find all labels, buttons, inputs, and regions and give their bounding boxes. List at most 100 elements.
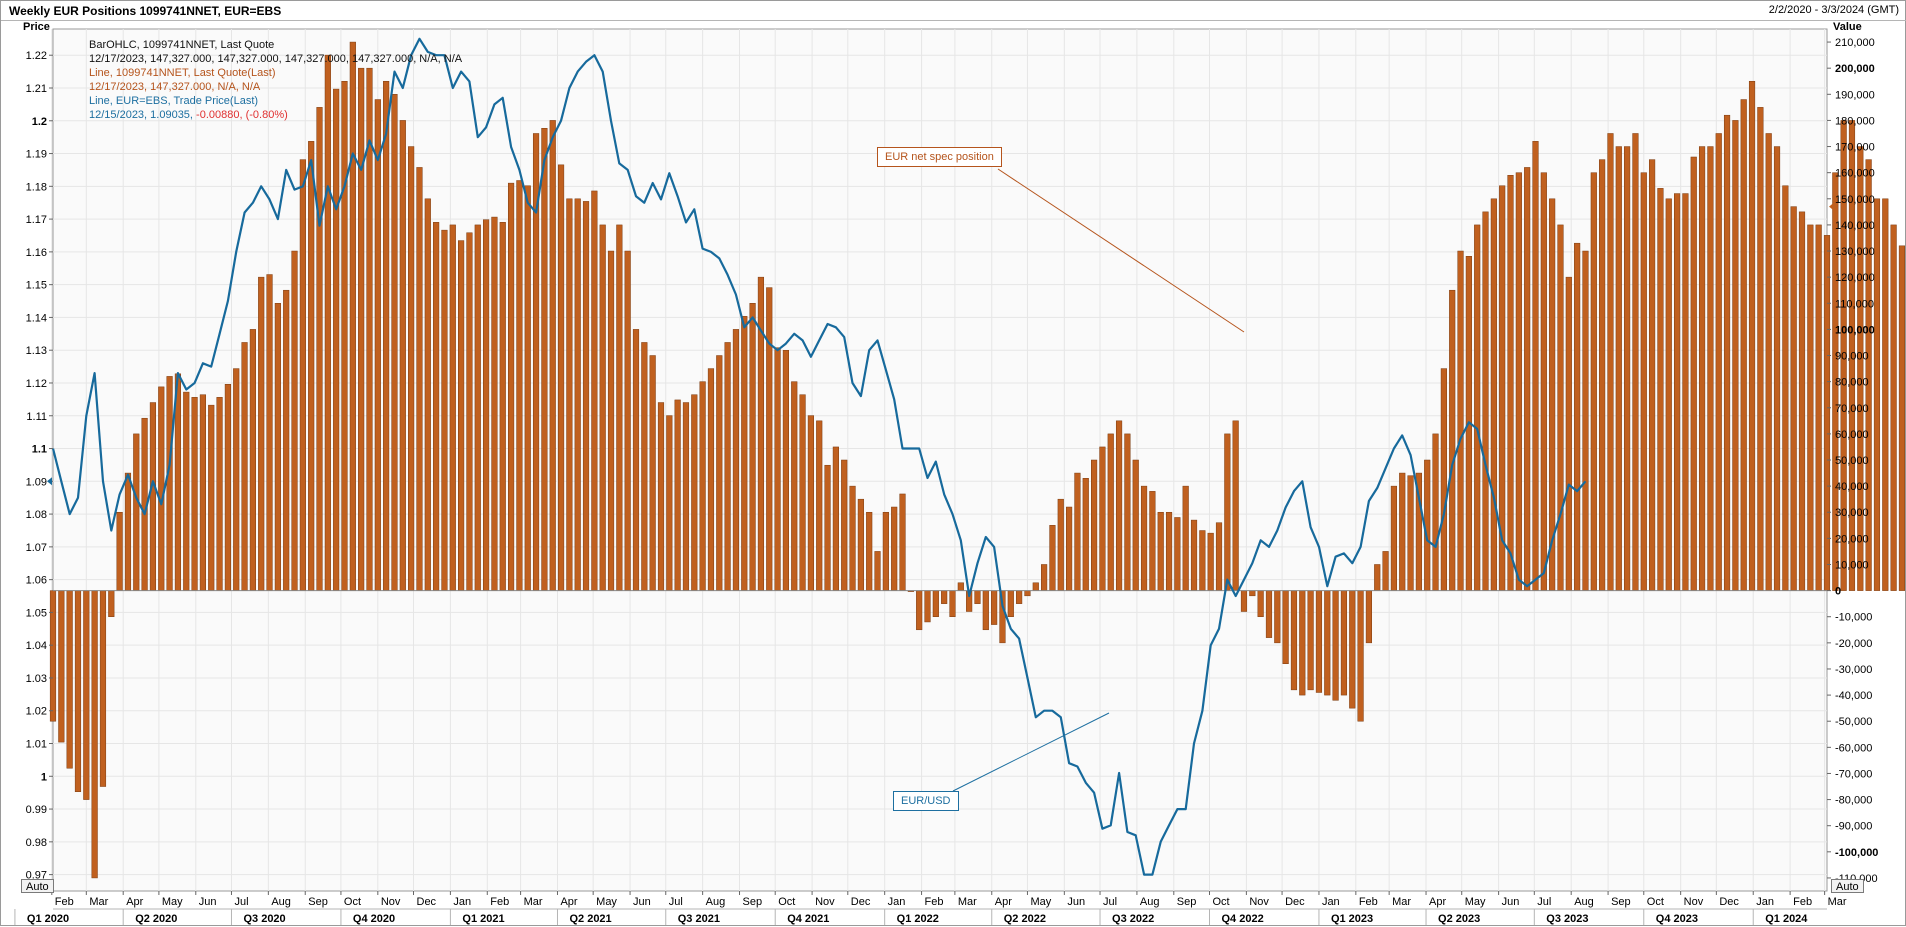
bar [1082,478,1089,591]
right-tick-label: 90,000 [1835,351,1869,363]
bar [1299,590,1306,696]
month-label: Jan [453,896,471,908]
right-tick-label: 200,000 [1835,63,1875,75]
bar [982,590,989,631]
bar [924,590,931,623]
eurusd-leader [952,712,1110,792]
bar [1674,193,1681,591]
x-axis: Feb Mar Apr May Jun Jul Aug Sep Oct Nov Dec Jan Feb M… [14,891,1847,925]
left-tick-label: 0.98 [26,837,47,849]
bar [1024,590,1031,597]
quarter-label: Q1 2022 [897,913,939,925]
bar [1840,120,1847,591]
left-tick-label: 1.12 [26,378,47,390]
bar [1099,446,1106,591]
annotation-net-spec[interactable]: EUR net spec position [877,147,1002,167]
bar [333,88,340,591]
bar [1107,433,1114,591]
bar [1115,420,1123,591]
bar [191,397,198,591]
bar [1832,172,1839,591]
bar [566,198,573,591]
date-range: 2/2/2020 - 3/3/2024 (GMT) [1768,4,1899,16]
right-tick-label: -80,000 [1835,795,1872,807]
bar [1632,133,1639,591]
bar [616,224,623,591]
bar [299,159,306,591]
bar [349,41,356,591]
quarter-label: Q2 2023 [1438,913,1480,925]
bar [458,240,465,591]
legend-line-4: 12/17/2023, 147,327.000, N/A, N/A [89,81,261,93]
quarter-label: Q2 2021 [569,913,611,925]
bar [1032,582,1039,591]
bar [1207,532,1214,591]
bar [1149,491,1156,591]
auto-scale-left-button[interactable]: Auto [21,879,54,893]
bar [766,287,773,591]
quarter-label: Q3 2022 [1112,913,1154,925]
quarter-label: Q2 2022 [1004,913,1046,925]
bar [133,433,140,591]
legend-line-5: Line, EUR=EBS, Trade Price(Last) [89,95,259,107]
bar [632,329,640,591]
bar [216,397,223,591]
quarter-label: Q4 2023 [1656,913,1698,925]
bar [707,368,715,591]
left-tick-label: 1.07 [26,542,47,554]
bar [574,198,581,591]
right-tick-label: -90,000 [1835,821,1872,833]
bar [491,216,498,591]
month-label: Jan [888,896,906,908]
left-tick-label: 1.22 [26,50,47,62]
month-label: Dec [851,896,871,908]
auto-scale-right-button[interactable]: Auto [1831,879,1864,893]
annotation-eurusd[interactable]: EUR/USD [893,791,959,811]
bar [441,229,448,591]
bar [932,590,939,617]
bar [524,185,531,591]
bar [1565,276,1572,591]
bar [1765,133,1772,591]
left-tick-label: 1.03 [26,673,47,685]
bar [399,120,406,591]
bar [1282,590,1289,664]
left-tick-label: 0.99 [26,804,47,816]
month-label: Dec [1285,896,1305,908]
bar [1324,590,1331,696]
bar [91,590,98,879]
bar [258,276,265,591]
bar [124,472,132,591]
bar [1199,530,1206,591]
month-label: Mar [958,896,977,908]
right-tick-label: 60,000 [1835,429,1869,441]
legend-line-6-value: 12/15/2023, 1.09035, [89,109,197,121]
month-label: Feb [1793,896,1812,908]
month-label: Nov [381,896,401,908]
month-label: Jun [1502,896,1520,908]
bar [799,394,806,591]
bar [116,511,123,591]
legend-line-1: BarOHLC, 1099741NNET, Last Quote [89,39,275,51]
bar [1449,289,1456,591]
bar [824,464,831,591]
month-label: Apr [126,896,143,908]
bar [941,590,948,604]
bar [1815,224,1822,591]
left-axis: 1.22 1.21 1.2 1.19 1.18 1.17 1.16 1.15 1.14 1.13 1… [26,50,53,882]
bar [1307,590,1314,691]
quarter-label: Q4 2021 [787,913,829,925]
bar [1091,459,1098,591]
bar [1698,146,1706,591]
quarter-label: Q4 2020 [353,913,395,925]
bar [1540,172,1547,591]
month-label: Oct [1212,896,1229,908]
left-tick-label: 1.09 [26,476,47,488]
right-tick-label: 160,000 [1835,168,1875,180]
bar [1315,590,1323,693]
bar [807,415,814,591]
bar [607,250,615,591]
left-tick-label: 1.04 [26,640,47,652]
bar [291,250,298,591]
